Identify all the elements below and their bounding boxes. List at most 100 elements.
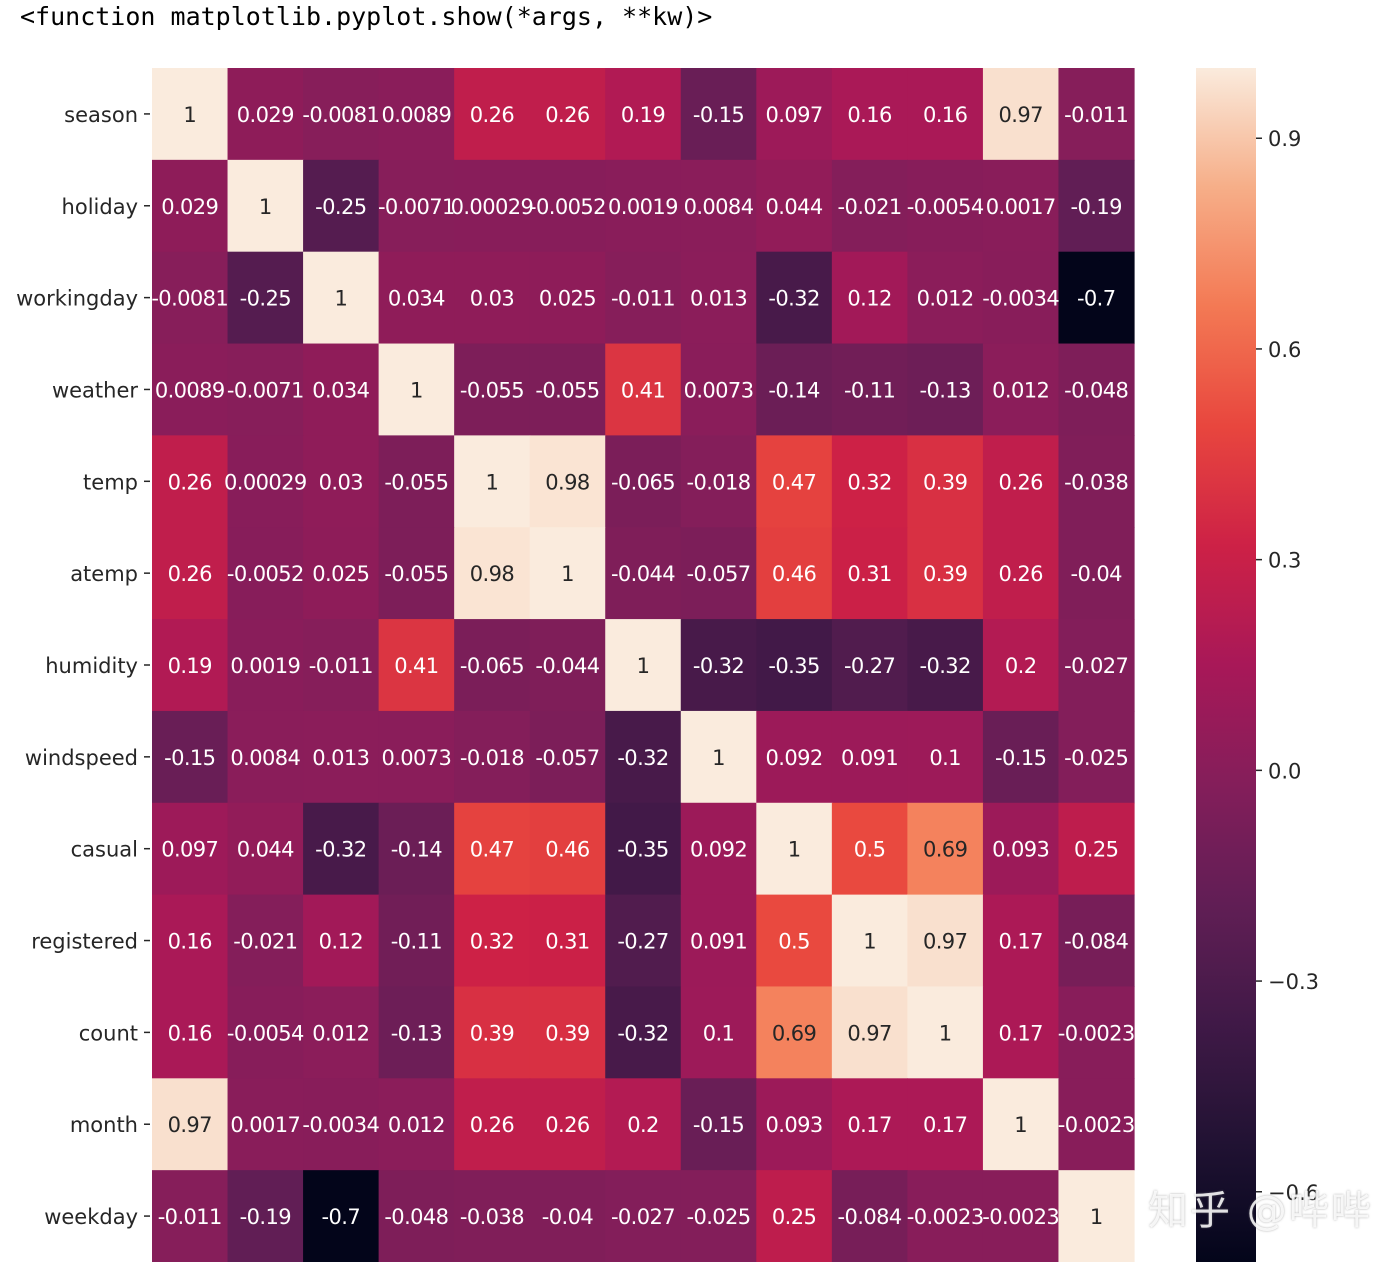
- cell-annotation-season-registered: 0.16: [847, 103, 892, 127]
- heatmap-cell-count-casual: [756, 986, 833, 1079]
- heatmap-cell-registered-holiday: [227, 894, 304, 988]
- heatmap-cell-windspeed-atemp: [529, 710, 606, 804]
- cell-annotation-windspeed-humidity: -0.32: [617, 746, 668, 770]
- heatmap-cell-temp-count: [907, 435, 984, 528]
- cell-annotation-workingday-workingday: 1: [334, 287, 347, 311]
- heatmap-cell-workingday-count: [907, 251, 984, 345]
- heatmap-cell-workingday-temp: [454, 251, 531, 345]
- cell-annotation-count-registered: 0.97: [847, 1021, 891, 1045]
- cell-annotation-humidity-weather: 0.41: [394, 654, 438, 678]
- heatmap-cell-registered-casual: [756, 894, 833, 988]
- heatmap-cell-season-atemp: [529, 68, 606, 161]
- heatmap-cell-workingday-atemp: [529, 251, 606, 345]
- heatmap-cell-holiday-atemp: [529, 159, 606, 253]
- heatmap-cell-windspeed-month: [982, 710, 1060, 804]
- cell-annotation-weekday-atemp: -0.04: [542, 1205, 594, 1229]
- heatmap-cell-temp-casual: [756, 435, 833, 528]
- colorbar-tick-label: −0.6: [1268, 1181, 1319, 1205]
- colorbar-tick-label: 0.6: [1268, 338, 1301, 362]
- heatmap-cell-casual-casual: [756, 802, 833, 896]
- heatmap-cells: [152, 68, 1135, 1262]
- cell-annotation-holiday-season: 0.029: [161, 195, 218, 219]
- cell-annotation-weather-month: 0.012: [992, 378, 1049, 402]
- cell-annotation-temp-weekday: -0.038: [1064, 470, 1128, 494]
- y-tick-label-month: month: [70, 1113, 138, 1137]
- heatmap-cell-humidity-holiday: [227, 619, 304, 712]
- cell-annotation-windspeed-workingday: 0.013: [312, 746, 369, 770]
- heatmap-cell-season-season: [152, 68, 229, 161]
- cell-annotation-workingday-casual: -0.32: [768, 287, 819, 311]
- heatmap-cell-atemp-atemp: [529, 527, 606, 620]
- heatmap-cell-holiday-casual: [756, 159, 833, 253]
- cell-annotation-holiday-atemp: -0.0052: [529, 195, 606, 219]
- heatmap-cell-weather-weekday: [1058, 343, 1135, 436]
- heatmap-cell-season-casual: [756, 68, 833, 161]
- heatmap-cell-weather-windspeed: [680, 343, 757, 436]
- heatmap-cell-month-workingday: [303, 1078, 380, 1171]
- heatmap-cell-casual-humidity: [605, 802, 682, 896]
- heatmap-cell-weekday-month: [982, 1170, 1060, 1262]
- cell-annotation-windspeed-casual: 0.092: [766, 746, 823, 770]
- heatmap-cell-atemp-season: [152, 527, 229, 620]
- cell-annotation-casual-weather: -0.14: [391, 838, 443, 862]
- heatmap-cell-humidity-month: [982, 619, 1060, 712]
- cell-annotation-atemp-registered: 0.31: [847, 562, 891, 586]
- cell-annotation-month-workingday: -0.0034: [302, 1113, 379, 1137]
- cell-annotation-windspeed-registered: 0.091: [841, 746, 898, 770]
- heatmap-cell-temp-humidity: [605, 435, 682, 528]
- cell-annotation-holiday-holiday: 1: [259, 195, 272, 219]
- heatmap-cell-season-weather: [378, 68, 455, 161]
- heatmap-cell-workingday-holiday: [227, 251, 304, 345]
- cell-annotation-weather-atemp: -0.055: [535, 378, 599, 402]
- heatmap-cell-temp-atemp: [529, 435, 606, 528]
- heatmap-cell-temp-month: [982, 435, 1060, 528]
- heatmap-cell-atemp-registered: [831, 527, 908, 620]
- heatmap-cell-humidity-windspeed: [680, 619, 757, 712]
- heatmap-cell-weather-atemp: [529, 343, 606, 436]
- heatmap-cell-windspeed-count: [907, 710, 984, 804]
- cell-annotation-season-weekday: -0.011: [1064, 103, 1128, 127]
- y-tick-label-casual: casual: [71, 838, 138, 862]
- heatmap-cell-registered-atemp: [529, 894, 606, 988]
- heatmap-cell-casual-month: [982, 802, 1060, 896]
- cell-annotation-weekday-casual: 0.25: [772, 1205, 816, 1229]
- cell-annotation-workingday-registered: 0.12: [847, 287, 891, 311]
- cell-annotation-casual-casual: 1: [788, 838, 801, 862]
- heatmap-cell-month-season: [152, 1078, 229, 1171]
- cell-annotation-casual-month: 0.093: [992, 838, 1049, 862]
- heatmap-cell-weather-workingday: [303, 343, 380, 436]
- heatmap-cell-season-windspeed: [680, 68, 757, 161]
- heatmap-cell-atemp-count: [907, 527, 984, 620]
- cell-annotation-workingday-atemp: 0.025: [539, 287, 596, 311]
- cell-annotation-workingday-weekday: -0.7: [1077, 287, 1116, 311]
- cell-annotation-humidity-season: 0.19: [168, 654, 212, 678]
- cell-annotation-atemp-casual: 0.46: [772, 562, 817, 586]
- watermark-text: 知乎 @哔哔: [1148, 1188, 1373, 1234]
- heatmap-cell-holiday-month: [982, 159, 1060, 253]
- colorbar-tick-label: 0.3: [1268, 549, 1301, 573]
- colorbar-gradient: [1196, 68, 1256, 1262]
- cell-annotation-temp-casual: 0.47: [772, 470, 816, 494]
- cell-annotation-atemp-weather: -0.055: [384, 562, 448, 586]
- cell-annotation-season-humidity: 0.19: [621, 103, 665, 127]
- cell-annotation-casual-workingday: -0.32: [315, 838, 366, 862]
- heatmap-cell-holiday-weather: [378, 159, 455, 253]
- heatmap-cell-season-workingday: [303, 68, 380, 161]
- heatmap-cell-weather-humidity: [605, 343, 682, 436]
- heatmap-cell-count-registered: [831, 986, 908, 1079]
- heatmap-cell-workingday-workingday: [303, 251, 380, 345]
- cell-annotation-month-windspeed: -0.15: [693, 1113, 744, 1137]
- heatmap-cell-atemp-workingday: [303, 527, 380, 620]
- cell-annotation-season-casual: 0.097: [766, 103, 823, 127]
- cell-annotation-season-workingday: -0.0081: [302, 103, 379, 127]
- cell-annotation-windspeed-season: -0.15: [164, 746, 215, 770]
- heatmap-cell-weather-casual: [756, 343, 833, 436]
- cell-annotation-weekday-season: -0.011: [158, 1205, 222, 1229]
- heatmap-cell-season-count: [907, 68, 984, 161]
- cell-annotation-weekday-humidity: -0.027: [611, 1205, 675, 1229]
- cell-annotation-month-season: 0.97: [168, 1113, 212, 1137]
- cell-annotation-count-workingday: 0.012: [312, 1021, 369, 1045]
- cell-annotation-casual-season: 0.097: [161, 838, 218, 862]
- cell-annotation-workingday-weather: 0.034: [388, 287, 445, 311]
- y-tick-label-temp: temp: [83, 470, 138, 494]
